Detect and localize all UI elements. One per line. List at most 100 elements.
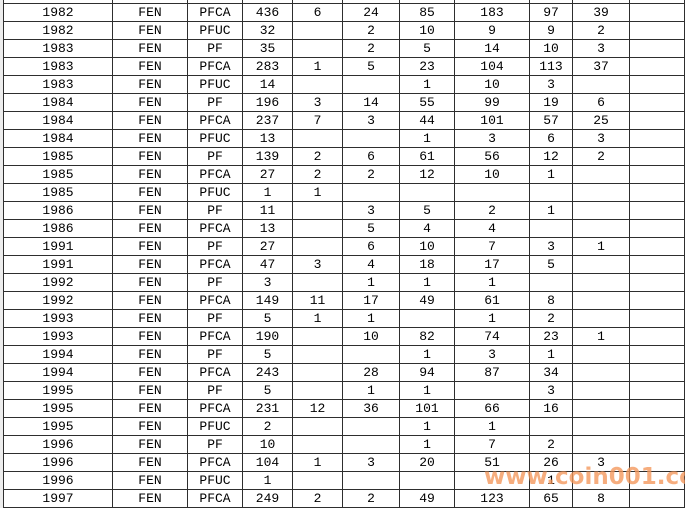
cell-v5[interactable]: 2 (530, 310, 573, 328)
cell-v3[interactable]: 5 (400, 202, 455, 220)
cell-year[interactable]: 1985 (4, 148, 113, 166)
cell-type[interactable]: PFCA (188, 364, 243, 382)
cell-v3[interactable]: 12 (400, 166, 455, 184)
cell-v1[interactable] (293, 22, 343, 40)
cell-v6[interactable] (573, 472, 630, 490)
cell-v6[interactable]: 1 (573, 328, 630, 346)
cell-total[interactable]: 1 (243, 184, 293, 202)
cell-blank[interactable] (630, 256, 685, 274)
cell-v2[interactable]: 4 (343, 256, 400, 274)
cell-total[interactable]: 104 (243, 454, 293, 472)
cell-v2[interactable]: 5 (343, 220, 400, 238)
cell-v4[interactable]: 10 (455, 76, 530, 94)
cell-v1[interactable] (293, 274, 343, 292)
cell-v3[interactable]: 1 (400, 382, 455, 400)
cell-blank[interactable] (630, 400, 685, 418)
cell-v4[interactable]: 1 (455, 418, 530, 436)
cell-type[interactable]: PFCA (188, 112, 243, 130)
cell-v1[interactable]: 1 (293, 184, 343, 202)
cell-year[interactable]: 1982 (4, 4, 113, 22)
cell-v2[interactable]: 3 (343, 112, 400, 130)
cell-type[interactable]: PFCA (188, 256, 243, 274)
cell-blank[interactable] (630, 76, 685, 94)
cell-blank[interactable] (630, 220, 685, 238)
cell-v5[interactable]: 65 (530, 490, 573, 508)
cell-v6[interactable]: 3 (573, 40, 630, 58)
cell-org[interactable]: FEN (113, 346, 188, 364)
cell-v5[interactable]: 26 (530, 454, 573, 472)
cell-org[interactable]: FEN (113, 310, 188, 328)
cell-v6[interactable]: 1 (573, 238, 630, 256)
cell-v6[interactable]: 6 (573, 94, 630, 112)
cell-org[interactable]: FEN (113, 76, 188, 94)
cell-blank[interactable] (630, 130, 685, 148)
cell-blank[interactable] (630, 454, 685, 472)
cell-v3[interactable]: 1 (400, 436, 455, 454)
cell-v4[interactable]: 99 (455, 94, 530, 112)
cell-v4[interactable]: 66 (455, 400, 530, 418)
cell-total[interactable]: 47 (243, 256, 293, 274)
cell-v4[interactable]: 183 (455, 4, 530, 22)
cell-type[interactable]: PF (188, 346, 243, 364)
cell-v3[interactable]: 55 (400, 94, 455, 112)
cell-blank[interactable] (630, 310, 685, 328)
cell-total[interactable]: 436 (243, 4, 293, 22)
cell-v4[interactable]: 74 (455, 328, 530, 346)
cell-total[interactable]: 10 (243, 436, 293, 454)
cell-type[interactable]: PFCA (188, 328, 243, 346)
cell-v2[interactable]: 24 (343, 4, 400, 22)
cell-year[interactable]: 1993 (4, 310, 113, 328)
cell-blank[interactable] (630, 436, 685, 454)
cell-v3[interactable]: 1 (400, 274, 455, 292)
cell-blank[interactable] (630, 418, 685, 436)
cell-v6[interactable] (573, 220, 630, 238)
cell-type[interactable]: PF (188, 238, 243, 256)
cell-type[interactable]: PF (188, 310, 243, 328)
cell-v5[interactable] (530, 184, 573, 202)
cell-type[interactable]: PFCA (188, 166, 243, 184)
cell-v2[interactable]: 5 (343, 58, 400, 76)
cell-v5[interactable]: 1 (530, 346, 573, 364)
cell-type[interactable]: PFCA (188, 454, 243, 472)
cell-v1[interactable] (293, 418, 343, 436)
cell-type[interactable]: PFCA (188, 58, 243, 76)
cell-v2[interactable]: 10 (343, 328, 400, 346)
cell-v3[interactable]: 23 (400, 58, 455, 76)
cell-v5[interactable]: 19 (530, 94, 573, 112)
cell-v2[interactable]: 3 (343, 202, 400, 220)
cell-v4[interactable] (455, 184, 530, 202)
cell-v6[interactable]: 8 (573, 490, 630, 508)
cell-type[interactable]: PF (188, 436, 243, 454)
cell-total[interactable]: 139 (243, 148, 293, 166)
cell-blank[interactable] (630, 202, 685, 220)
cell-type[interactable]: PFUC (188, 418, 243, 436)
cell-v1[interactable] (293, 220, 343, 238)
cell-type[interactable]: PF (188, 382, 243, 400)
cell-year[interactable]: 1991 (4, 238, 113, 256)
cell-v3[interactable]: 1 (400, 76, 455, 94)
cell-v1[interactable]: 1 (293, 454, 343, 472)
cell-year[interactable]: 1996 (4, 472, 113, 490)
cell-v3[interactable] (400, 310, 455, 328)
cell-type[interactable]: PFCA (188, 4, 243, 22)
cell-v1[interactable]: 2 (293, 490, 343, 508)
cell-v2[interactable]: 6 (343, 238, 400, 256)
cell-v5[interactable]: 10 (530, 40, 573, 58)
cell-v1[interactable]: 3 (293, 256, 343, 274)
cell-year[interactable]: 1986 (4, 202, 113, 220)
cell-v5[interactable]: 1 (530, 202, 573, 220)
cell-v3[interactable]: 49 (400, 490, 455, 508)
cell-total[interactable]: 32 (243, 22, 293, 40)
cell-v3[interactable]: 4 (400, 220, 455, 238)
cell-year[interactable]: 1985 (4, 166, 113, 184)
cell-year[interactable]: 1984 (4, 94, 113, 112)
cell-v6[interactable]: 3 (573, 130, 630, 148)
cell-v5[interactable]: 1 (530, 472, 573, 490)
cell-org[interactable]: FEN (113, 364, 188, 382)
cell-v3[interactable]: 85 (400, 4, 455, 22)
cell-org[interactable]: FEN (113, 22, 188, 40)
cell-total[interactable]: 231 (243, 400, 293, 418)
cell-blank[interactable] (630, 4, 685, 22)
cell-org[interactable]: FEN (113, 472, 188, 490)
cell-total[interactable]: 5 (243, 346, 293, 364)
